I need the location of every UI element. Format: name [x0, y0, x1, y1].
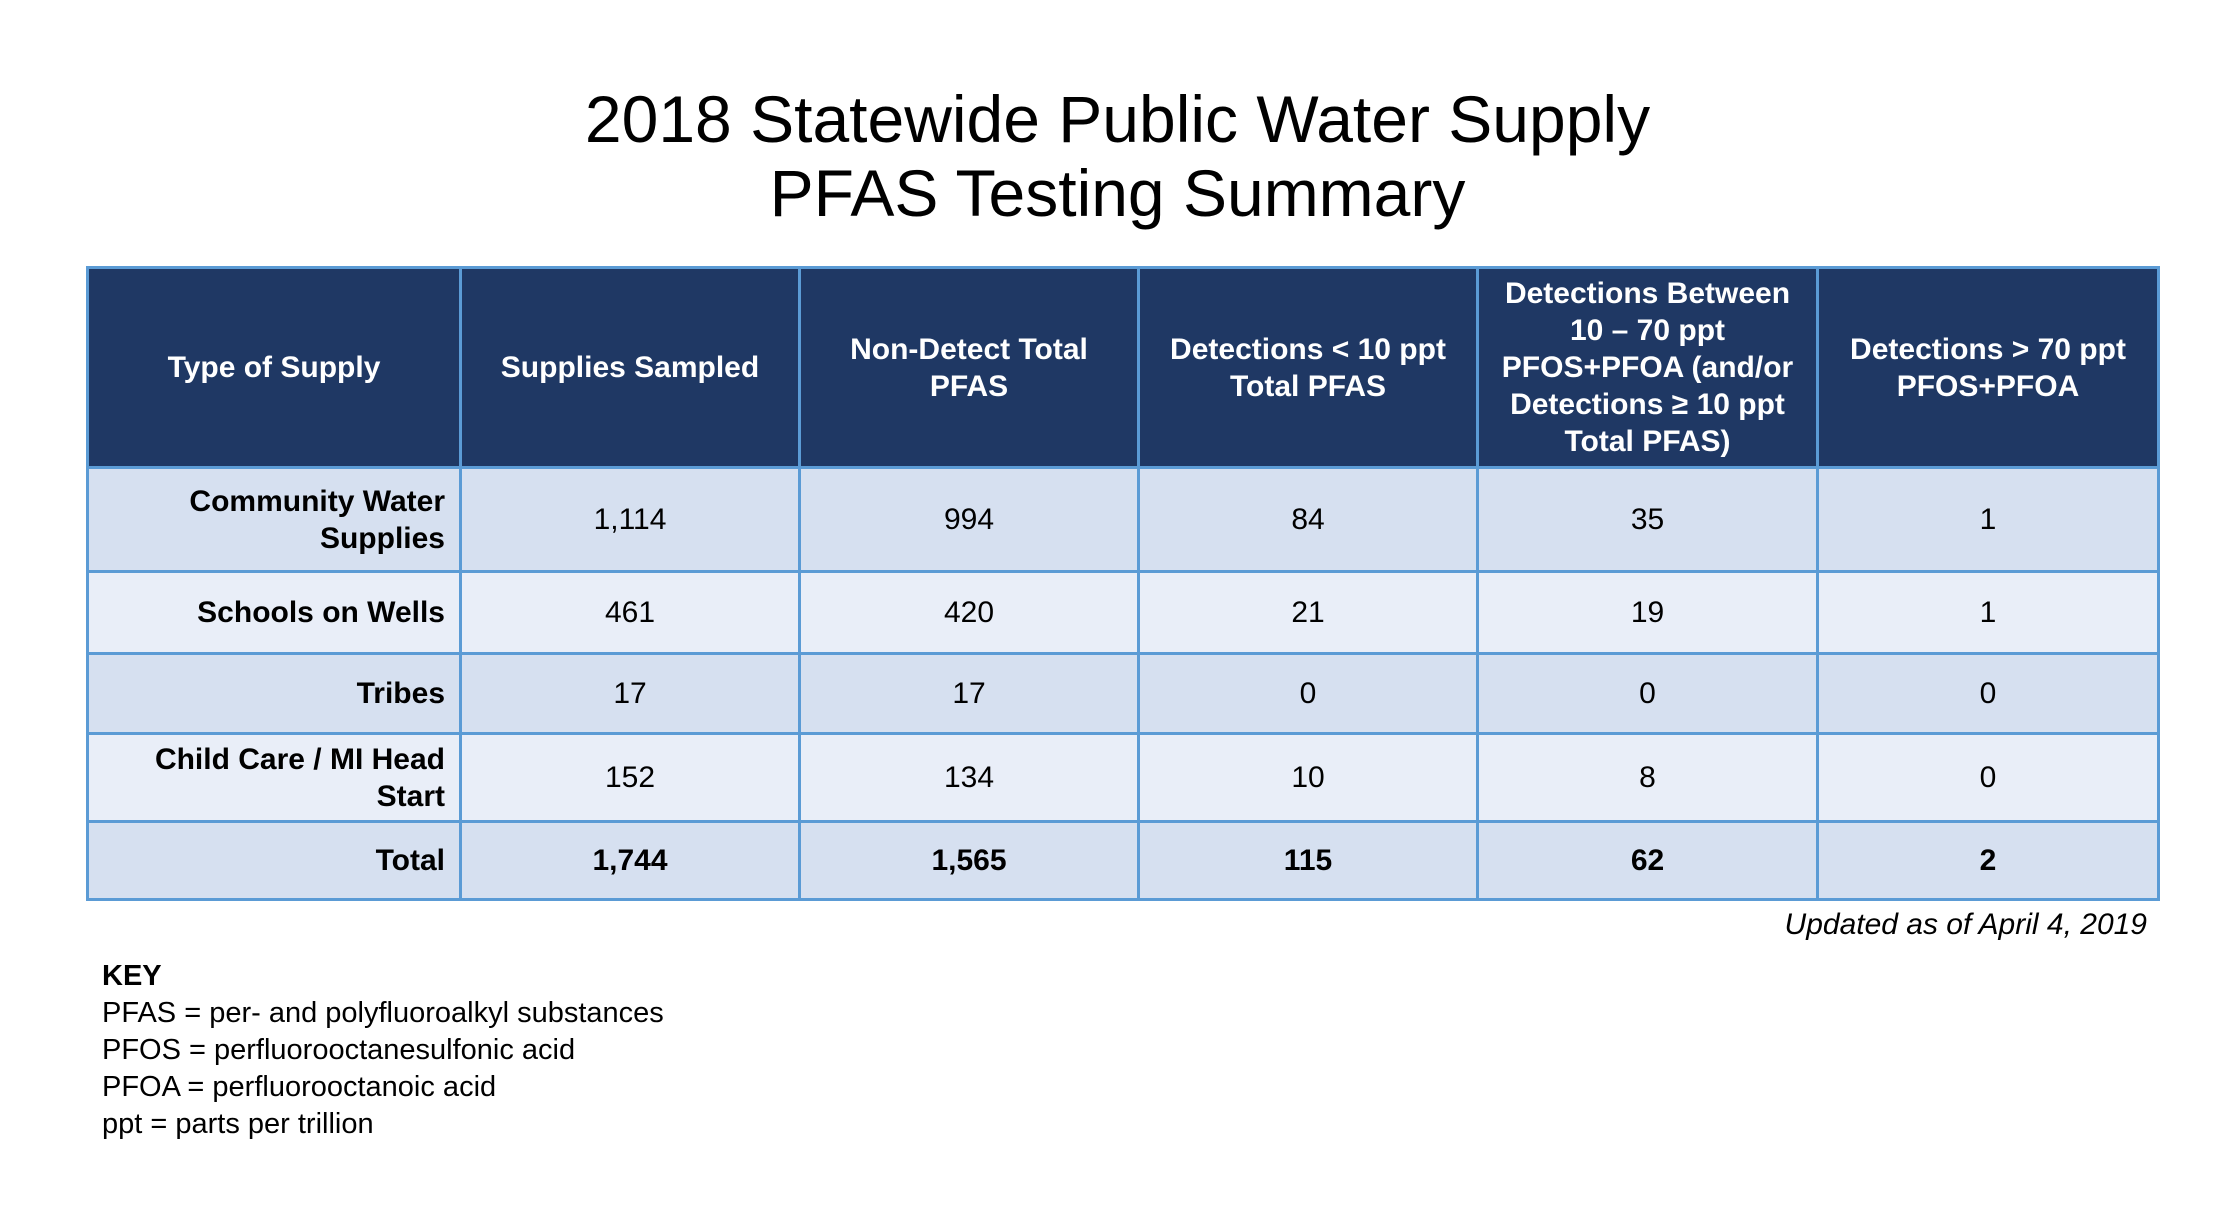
cell-between: 0: [1476, 652, 1819, 735]
cell-lt10: 21: [1137, 570, 1479, 655]
cell-lt10: 115: [1137, 820, 1479, 901]
cell-sampled: 461: [459, 570, 801, 655]
cell-lt10: 10: [1137, 732, 1479, 823]
header-non-detect: Non-Detect Total PFAS: [798, 266, 1140, 469]
cell-between: 8: [1476, 732, 1819, 823]
table-row: Child Care / MI Head Start 152 134 10 8 …: [86, 732, 2160, 823]
table-row: Community Water Supplies 1,114 994 84 35…: [86, 466, 2160, 573]
table-total-row: Total 1,744 1,565 115 62 2: [86, 820, 2160, 901]
header-detections-gt-70: Detections > 70 ppt PFOS+PFOA: [1816, 266, 2160, 469]
cell-non-detect: 17: [798, 652, 1140, 735]
cell-between: 62: [1476, 820, 1819, 901]
table-header-row: Type of Supply Supplies Sampled Non-Dete…: [86, 266, 2160, 469]
cell-lt10: 0: [1137, 652, 1479, 735]
cell-gt70: 2: [1816, 820, 2160, 901]
title-line-2: PFAS Testing Summary: [769, 156, 1466, 230]
cell-type: Tribes: [86, 652, 462, 735]
cell-non-detect: 994: [798, 466, 1140, 573]
key-item: PFOA = perfluorooctanoic acid: [102, 1071, 497, 1103]
cell-lt10: 84: [1137, 466, 1479, 573]
cell-gt70: 1: [1816, 570, 2160, 655]
cell-gt70: 0: [1816, 652, 2160, 735]
header-supplies-sampled: Supplies Sampled: [459, 266, 801, 469]
header-detections-lt-10: Detections < 10 ppt Total PFAS: [1137, 266, 1479, 469]
header-type-of-supply: Type of Supply: [86, 266, 462, 469]
cell-between: 35: [1476, 466, 1819, 573]
cell-sampled: 1,114: [459, 466, 801, 573]
title-line-1: 2018 Statewide Public Water Supply: [584, 82, 1651, 156]
cell-sampled: 17: [459, 652, 801, 735]
table-row: Tribes 17 17 0 0 0: [86, 652, 2160, 735]
cell-type: Community Water Supplies: [86, 466, 462, 573]
table-row: Schools on Wells 461 420 21 19 1: [86, 570, 2160, 655]
cell-type: Child Care / MI Head Start: [86, 732, 462, 823]
cell-sampled: 152: [459, 732, 801, 823]
updated-date: Updated as of April 4, 2019: [1784, 908, 2147, 941]
header-detections-between: Detections Between 10 – 70 ppt PFOS+PFOA…: [1476, 266, 1819, 469]
pfas-summary-table: Type of Supply Supplies Sampled Non-Dete…: [86, 266, 2160, 901]
cell-non-detect: 1,565: [798, 820, 1140, 901]
cell-non-detect: 420: [798, 570, 1140, 655]
key-item: PFOS = perfluorooctanesulfonic acid: [102, 1034, 576, 1066]
key-legend: KEY PFAS = per- and polyfluoroalkyl subs…: [102, 958, 664, 1143]
key-title: KEY: [102, 960, 162, 992]
key-item: PFAS = per- and polyfluoroalkyl substanc…: [102, 997, 664, 1029]
cell-type: Schools on Wells: [86, 570, 462, 655]
cell-between: 19: [1476, 570, 1819, 655]
cell-type: Total: [86, 820, 462, 901]
cell-gt70: 1: [1816, 466, 2160, 573]
cell-sampled: 1,744: [459, 820, 801, 901]
cell-non-detect: 134: [798, 732, 1140, 823]
page-title: 2018 Statewide Public Water Supply PFAS …: [0, 82, 2235, 230]
key-item: ppt = parts per trillion: [102, 1108, 374, 1140]
cell-gt70: 0: [1816, 732, 2160, 823]
